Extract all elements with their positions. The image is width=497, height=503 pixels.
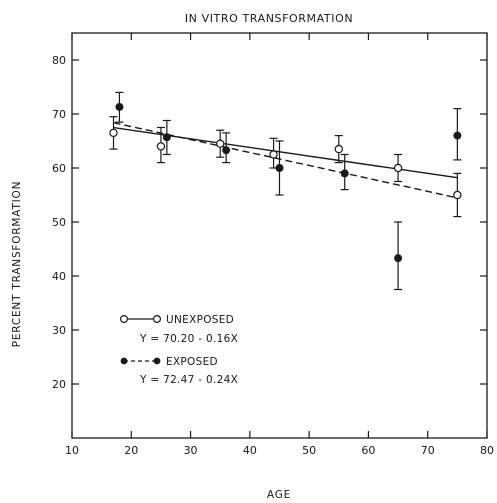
point-exposed-2 [222, 146, 231, 155]
point-unexposed-5 [393, 163, 403, 173]
point-exposed-6 [453, 131, 462, 140]
x-tick-label-70: 70 [421, 444, 435, 457]
legend-unexposed-open-circle-left [119, 315, 128, 324]
point-unexposed-0 [109, 128, 118, 138]
legend-unexposed-equation: Y = 70.20 - 0.16X [139, 333, 238, 345]
point-exposed-3 [275, 163, 284, 172]
legend-exposed-equation: Y = 72.47 - 0.24X [139, 374, 238, 386]
point-unexposed-3 [269, 150, 278, 159]
legend-exposed-filled-circle-right [153, 357, 161, 365]
y-tick-label-30: 30 [52, 324, 66, 337]
point-unexposed-1 [156, 142, 166, 151]
legend-exposed-label: EXPOSED [166, 356, 218, 368]
x-tick-label-30: 30 [184, 444, 198, 457]
point-unexposed-6 [453, 190, 462, 200]
y-axis-label: PERCENT TRANSFORMATION [11, 181, 23, 348]
point-exposed-5 [394, 254, 403, 263]
fit-line-exposed [113, 122, 458, 199]
legend-unexposed-open-circle-right [153, 315, 162, 324]
x-tick-label-50: 50 [302, 444, 316, 457]
x-tick-label-60: 60 [361, 444, 375, 457]
y-tick-label-40: 40 [52, 270, 66, 283]
legend-unexposed-label: UNEXPOSED [166, 314, 234, 326]
point-exposed-0 [115, 102, 124, 111]
chart-title: IN VITRO TRANSFORMATION [185, 12, 353, 25]
legend-exposed-filled-circle-left [120, 357, 128, 365]
plot-frame [71, 32, 488, 439]
x-tick-label-10: 10 [65, 444, 79, 457]
y-tick-label-80: 80 [52, 54, 66, 67]
data-points [109, 102, 462, 263]
legend: UNEXPOSED Y = 70.20 - 0.16X EXPOSED Y = … [119, 314, 238, 386]
point-unexposed-2 [216, 139, 225, 148]
point-exposed-1 [162, 133, 171, 142]
x-tick-label-80: 80 [480, 444, 494, 457]
x-axis-label: AGE [267, 489, 291, 501]
y-tick-label-20: 20 [52, 378, 66, 391]
point-unexposed-4 [334, 144, 343, 154]
x-tick-label-20: 20 [124, 444, 138, 457]
y-tick-label-50: 50 [52, 216, 66, 229]
y-tick-label-70: 70 [52, 108, 66, 121]
point-exposed-4 [340, 169, 349, 178]
axis-ticks: 10 20 30 40 50 60 70 80 20 30 40 50 60 70 80 [52, 33, 494, 457]
error-bars [109, 91, 462, 291]
x-tick-label-40: 40 [243, 444, 257, 457]
y-tick-label-60: 60 [52, 162, 66, 175]
